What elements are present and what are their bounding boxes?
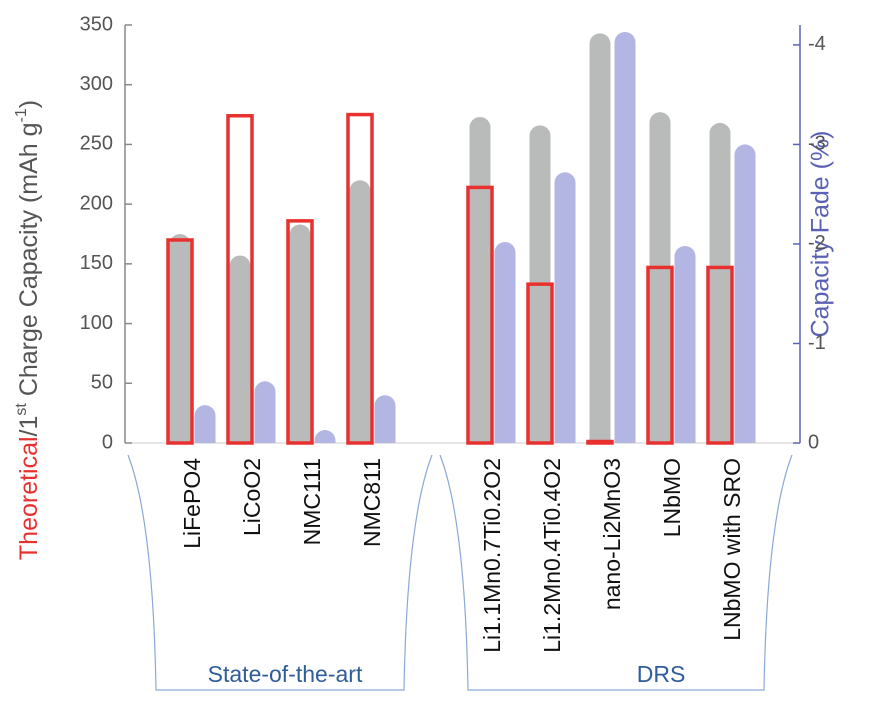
y-axis-title: Theoretical/1st Charge Capacity (mAh g-1… — [13, 100, 43, 560]
theoretical-bar — [646, 265, 674, 445]
theoretical-bar — [286, 219, 314, 445]
charge-bar — [589, 33, 611, 444]
x-tick-label: NMC111 — [299, 458, 325, 545]
y-tick-label: 100 — [80, 312, 113, 334]
y2-tick-label: -3 — [808, 133, 826, 155]
fade-bar — [494, 241, 516, 443]
y-axis-title-part: ) — [15, 100, 43, 108]
x-tick-label: LNbMO with SRO — [719, 458, 745, 641]
y2-tick-label: -4 — [808, 33, 826, 55]
theoretical-bar — [226, 114, 254, 445]
theoretical-bar — [166, 238, 194, 445]
fade-bar — [734, 144, 756, 443]
fade-bar — [194, 405, 216, 443]
charge-bar — [289, 224, 311, 443]
y2-tick-label: -1 — [808, 332, 826, 354]
x-tick-label: LiFePO4 — [179, 458, 205, 549]
charge-bar — [349, 180, 371, 443]
group-label: DRS — [637, 661, 686, 687]
y-axis-title-part: /1 — [15, 416, 43, 437]
theoretical-bar — [586, 439, 614, 445]
y-tick-label: 250 — [80, 133, 113, 155]
y2-axis-title: Capacity Fade (%) — [807, 130, 835, 337]
x-tick-label: NMC811 — [359, 458, 385, 547]
theoretical-bar — [346, 112, 374, 445]
fade-bar — [374, 395, 396, 443]
x-tick-label: Li1.2Mn0.4Ti0.4O2 — [539, 458, 565, 653]
charge-bar — [649, 112, 671, 443]
charge-bar — [709, 122, 731, 443]
charge-bar — [469, 116, 491, 444]
fade-bar — [314, 430, 336, 443]
fade-bar — [674, 245, 696, 443]
y-tick-label: 300 — [80, 73, 113, 95]
charge-bar — [229, 255, 251, 443]
y-axis-title-part: -1 — [13, 108, 30, 122]
fade-bar — [254, 381, 276, 443]
y-tick-label: 0 — [102, 431, 113, 453]
x-tick-label: LNbMO — [659, 458, 685, 537]
y2-tick-label: -2 — [808, 232, 826, 254]
y-tick-label: 150 — [80, 252, 113, 274]
group-bracket — [127, 454, 433, 691]
x-tick-label: LiCoO2 — [239, 458, 265, 536]
x-tick-label: nano-Li2MnO3 — [599, 458, 625, 610]
x-tick-label: Li1.1Mn0.7Ti0.2O2 — [479, 458, 505, 653]
fade-bar — [614, 31, 636, 443]
theoretical-bar — [466, 185, 494, 445]
y-tick-label: 200 — [80, 192, 113, 214]
theoretical-bar — [526, 282, 554, 445]
group-bracket — [439, 454, 793, 691]
y-axis-title-part: Theoretical — [15, 436, 43, 560]
group-label: State-of-the-art — [208, 661, 363, 687]
y-axis-title-part: st — [13, 403, 30, 416]
fade-bar — [554, 172, 576, 444]
y-tick-label: 350 — [80, 13, 113, 35]
theoretical-bar — [706, 265, 734, 445]
y-axis-title-part: Charge Capacity (mAh g — [15, 122, 43, 403]
y2-tick-label: 0 — [808, 431, 819, 453]
y-tick-label: 50 — [91, 372, 113, 394]
charge-bar — [169, 234, 191, 443]
